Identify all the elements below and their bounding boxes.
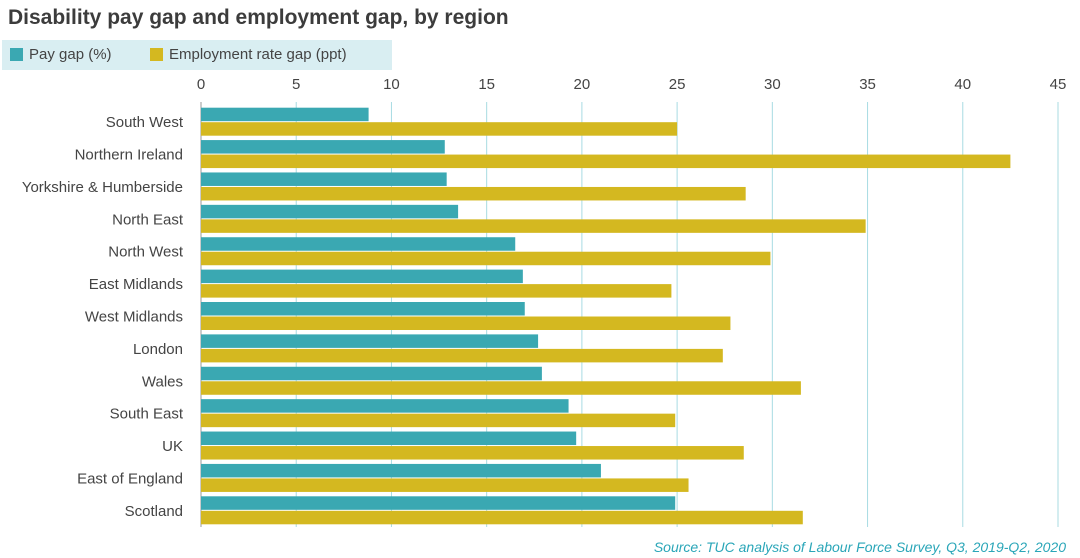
bar-employment-gap	[201, 251, 771, 266]
category-label: Wales	[142, 373, 183, 390]
bar-pay-gap	[201, 366, 542, 381]
legend-label-pay-gap: Pay gap (%)	[29, 46, 112, 63]
bar-employment-gap	[201, 154, 1011, 169]
bar-pay-gap	[201, 399, 569, 413]
bar-employment-gap	[201, 122, 678, 136]
category-label: North East	[112, 211, 184, 228]
category-label: Yorkshire & Humberside	[22, 179, 183, 196]
x-tick-label: 5	[292, 76, 300, 93]
legend: Pay gap (%) Employment rate gap (ppt)	[2, 40, 392, 70]
bar-employment-gap	[201, 186, 746, 201]
x-tick-label: 20	[574, 76, 591, 93]
bar-pay-gap	[201, 302, 525, 316]
bar-pay-gap	[201, 334, 539, 348]
category-label: East of England	[77, 470, 183, 487]
category-label: Northern Ireland	[75, 147, 183, 164]
bar-pay-gap	[201, 107, 369, 122]
x-tick-label: 30	[764, 76, 781, 93]
x-tick-label: 35	[859, 76, 876, 93]
bar-pay-gap	[201, 431, 577, 446]
bar-employment-gap	[201, 316, 731, 330]
x-tick-label: 40	[954, 76, 971, 93]
bar-employment-gap	[201, 478, 689, 492]
chart-title: Disability pay gap and employment gap, b…	[8, 6, 509, 29]
category-label: South East	[110, 406, 184, 423]
bar-pay-gap	[201, 269, 523, 284]
bar-employment-gap	[201, 348, 723, 363]
bar-employment-gap	[201, 413, 676, 428]
category-label: Scotland	[125, 503, 183, 520]
legend-swatch-employment-gap	[150, 48, 163, 61]
x-tick-label: 45	[1050, 76, 1067, 93]
x-tick-label: 10	[383, 76, 400, 93]
legend-item-pay-gap: Pay gap (%)	[10, 46, 112, 63]
bar-employment-gap	[201, 510, 803, 525]
x-tick-label: 25	[669, 76, 686, 93]
bar-pay-gap	[201, 463, 601, 478]
legend-label-employment-gap: Employment rate gap (ppt)	[169, 46, 347, 63]
bar-pay-gap	[201, 140, 445, 154]
category-label: East Midlands	[89, 276, 183, 293]
category-label: North West	[108, 244, 184, 261]
x-tick-label: 15	[478, 76, 495, 93]
x-tick-label: 0	[197, 76, 205, 93]
source-note: Source: TUC analysis of Labour Force Sur…	[653, 539, 1066, 555]
legend-swatch-pay-gap	[10, 48, 23, 61]
bar-employment-gap	[201, 381, 801, 395]
bar-pay-gap	[201, 496, 676, 510]
bar-pay-gap	[201, 237, 516, 251]
legend-item-employment-gap: Employment rate gap (ppt)	[150, 46, 347, 63]
category-label: South West	[106, 114, 184, 131]
bar-employment-gap	[201, 284, 672, 298]
category-label: UK	[162, 438, 183, 455]
category-label: West Midlands	[85, 309, 183, 326]
bar-pay-gap	[201, 172, 447, 186]
bar-employment-gap	[201, 446, 744, 460]
bar-employment-gap	[201, 219, 866, 233]
bar-pay-gap	[201, 204, 459, 219]
category-label: London	[133, 341, 183, 358]
